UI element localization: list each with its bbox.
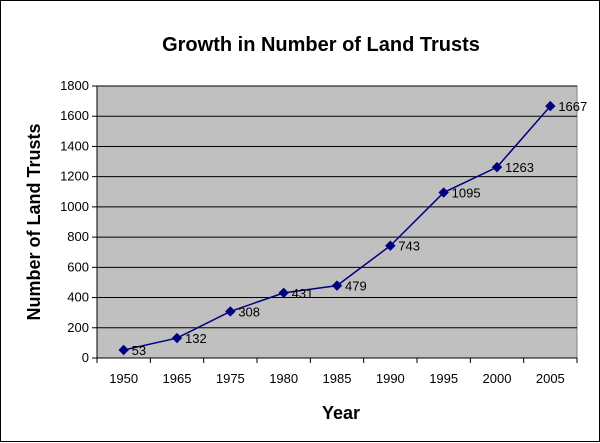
x-axis-title: Year (322, 403, 360, 423)
data-point (278, 287, 289, 299)
chart-title: Growth in Number of Land Trusts (162, 34, 480, 56)
data-label: 431 (292, 286, 314, 301)
data-label: 53 (132, 343, 146, 358)
y-tick-label: 1600 (60, 108, 89, 123)
data-label: 308 (238, 304, 260, 319)
x-tick-label: 2000 (483, 371, 512, 386)
data-point (171, 332, 183, 344)
data-label: 132 (185, 331, 207, 346)
y-tick-label: 1400 (60, 138, 89, 153)
data-point (331, 280, 343, 291)
data-label: 743 (398, 239, 420, 254)
data-point (385, 240, 396, 251)
y-tick-label: 600 (67, 259, 89, 274)
x-tick-label: 1990 (376, 371, 405, 386)
x-tick-label: 1980 (269, 371, 298, 386)
data-point (545, 100, 556, 112)
plot-area (96, 85, 578, 359)
data-point (491, 161, 503, 173)
x-tick-label: 2005 (536, 371, 565, 386)
data-labels: 53 132 308 431 479 743 1095 1263 1667 (132, 99, 588, 358)
data-label: 1095 (452, 186, 481, 201)
x-tick-label: 1985 (323, 371, 352, 386)
y-tick-label: 400 (67, 290, 89, 305)
y-tick-label: 800 (67, 229, 89, 244)
x-tick-label: 1975 (216, 371, 245, 386)
x-tick-label: 1995 (429, 371, 458, 386)
data-point (118, 344, 129, 356)
y-tick-label: 1200 (60, 169, 89, 184)
y-tick-label: 1000 (60, 199, 89, 214)
data-point (225, 306, 236, 317)
y-tick-label: 1800 (60, 78, 89, 93)
x-tick-label: 1965 (163, 371, 192, 386)
x-axis-ticks: 1950 1965 1975 1980 1985 1990 1995 2000 2005 (96, 358, 578, 386)
data-label: 1667 (558, 99, 587, 114)
data-label: 1263 (505, 160, 534, 175)
gridlines (96, 85, 577, 359)
y-axis-title: Number of Land Trusts (24, 123, 44, 320)
x-tick-label: 1950 (109, 371, 138, 386)
y-tick-label: 200 (67, 320, 89, 335)
data-markers (118, 100, 556, 356)
y-tick-label: 0 (82, 350, 89, 365)
data-label: 479 (345, 279, 367, 294)
y-axis-ticks: 0 200 400 600 800 1000 1200 1400 1600 1800 (60, 78, 97, 365)
data-point (438, 187, 449, 198)
